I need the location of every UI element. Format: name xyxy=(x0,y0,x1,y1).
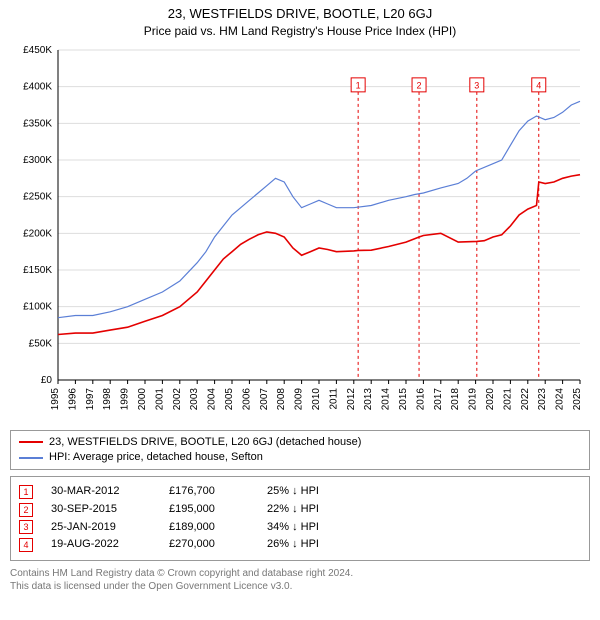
legend: 23, WESTFIELDS DRIVE, BOOTLE, L20 6GJ (d… xyxy=(10,430,590,471)
x-tick-label: 2004 xyxy=(207,387,218,410)
x-tick-label: 2013 xyxy=(363,387,374,410)
x-tick-label: 2010 xyxy=(311,387,322,410)
y-tick-label: £450K xyxy=(23,45,52,56)
event-marker-label: 3 xyxy=(474,80,479,90)
legend-item: HPI: Average price, detached house, Seft… xyxy=(19,450,581,465)
legend-label: 23, WESTFIELDS DRIVE, BOOTLE, L20 6GJ (d… xyxy=(49,435,361,450)
y-tick-label: £0 xyxy=(41,375,53,386)
x-tick-label: 2006 xyxy=(241,387,252,410)
x-tick-label: 2023 xyxy=(537,387,548,410)
table-row: 3 25-JAN-2019 £189,000 34% ↓ HPI xyxy=(19,519,581,537)
y-tick-label: £150K xyxy=(23,265,52,276)
row-pct: 25% ↓ HPI xyxy=(267,483,377,501)
x-tick-label: 2018 xyxy=(450,387,461,410)
legend-swatch xyxy=(19,441,43,443)
x-tick-label: 1998 xyxy=(102,387,113,410)
x-tick-label: 2025 xyxy=(572,387,583,410)
legend-item: 23, WESTFIELDS DRIVE, BOOTLE, L20 6GJ (d… xyxy=(19,435,581,450)
y-tick-label: £250K xyxy=(23,191,52,202)
x-tick-label: 1995 xyxy=(50,387,61,410)
x-tick-label: 2007 xyxy=(259,387,270,410)
x-tick-label: 1997 xyxy=(85,387,96,410)
x-tick-label: 2015 xyxy=(398,387,409,410)
x-tick-label: 2019 xyxy=(468,387,479,410)
row-date: 19-AUG-2022 xyxy=(51,536,151,554)
table-row: 2 30-SEP-2015 £195,000 22% ↓ HPI xyxy=(19,501,581,519)
row-pct: 26% ↓ HPI xyxy=(267,536,377,554)
x-tick-label: 2022 xyxy=(520,387,531,410)
event-marker-label: 2 xyxy=(417,80,422,90)
x-tick-label: 2016 xyxy=(415,387,426,410)
transaction-table: 1 30-MAR-2012 £176,700 25% ↓ HPI 2 30-SEP-201… xyxy=(10,476,590,560)
row-date: 30-SEP-2015 xyxy=(51,501,151,519)
chart-title: 23, WESTFIELDS DRIVE, BOOTLE, L20 6GJ xyxy=(10,6,590,22)
x-tick-label: 2014 xyxy=(381,387,392,410)
x-tick-label: 2000 xyxy=(137,387,148,410)
row-price: £270,000 xyxy=(169,536,249,554)
x-tick-label: 2012 xyxy=(346,387,357,410)
row-marker: 4 xyxy=(19,538,33,552)
legend-swatch xyxy=(19,457,43,459)
chart-subtitle: Price paid vs. HM Land Registry's House … xyxy=(10,24,590,38)
y-tick-label: £200K xyxy=(23,228,52,239)
row-marker: 3 xyxy=(19,520,33,534)
x-tick-label: 2011 xyxy=(328,387,339,409)
y-tick-label: £300K xyxy=(23,155,52,166)
row-price: £195,000 xyxy=(169,501,249,519)
x-tick-label: 2003 xyxy=(189,387,200,410)
row-date: 25-JAN-2019 xyxy=(51,519,151,537)
row-price: £189,000 xyxy=(169,519,249,537)
event-marker-label: 4 xyxy=(536,80,541,90)
table-row: 4 19-AUG-2022 £270,000 26% ↓ HPI xyxy=(19,536,581,554)
x-tick-label: 1999 xyxy=(120,387,131,410)
y-tick-label: £400K xyxy=(23,81,52,92)
x-tick-label: 2024 xyxy=(555,387,566,410)
table-row: 1 30-MAR-2012 £176,700 25% ↓ HPI xyxy=(19,483,581,501)
row-price: £176,700 xyxy=(169,483,249,501)
x-tick-label: 2001 xyxy=(154,387,165,410)
row-pct: 34% ↓ HPI xyxy=(267,519,377,537)
y-tick-label: £100K xyxy=(23,301,52,312)
x-tick-label: 2017 xyxy=(433,387,444,410)
x-tick-label: 2009 xyxy=(294,387,305,410)
y-tick-label: £350K xyxy=(23,118,52,129)
x-tick-label: 2020 xyxy=(485,387,496,410)
footer-line-2: This data is licensed under the Open Gov… xyxy=(10,580,590,593)
row-pct: 22% ↓ HPI xyxy=(267,501,377,519)
row-marker: 2 xyxy=(19,503,33,517)
x-tick-label: 2008 xyxy=(276,387,287,410)
x-tick-label: 2005 xyxy=(224,387,235,410)
chart-svg: £0 £50K £100K £150K £200K £250K £300K £350K £400… xyxy=(10,44,590,424)
legend-label: HPI: Average price, detached house, Seft… xyxy=(49,450,263,465)
y-tick-label: £50K xyxy=(29,338,53,349)
footer-line-1: Contains HM Land Registry data © Crown c… xyxy=(10,567,590,580)
x-tick-label: 1996 xyxy=(67,387,78,410)
footer-attribution: Contains HM Land Registry data © Crown c… xyxy=(10,567,590,593)
x-tick-label: 2021 xyxy=(502,387,513,410)
event-marker-label: 1 xyxy=(356,80,361,90)
row-date: 30-MAR-2012 xyxy=(51,483,151,501)
chart-area: £0 £50K £100K £150K £200K £250K £300K £350K £400… xyxy=(10,44,590,424)
x-tick-label: 2002 xyxy=(172,387,183,410)
row-marker: 1 xyxy=(19,485,33,499)
